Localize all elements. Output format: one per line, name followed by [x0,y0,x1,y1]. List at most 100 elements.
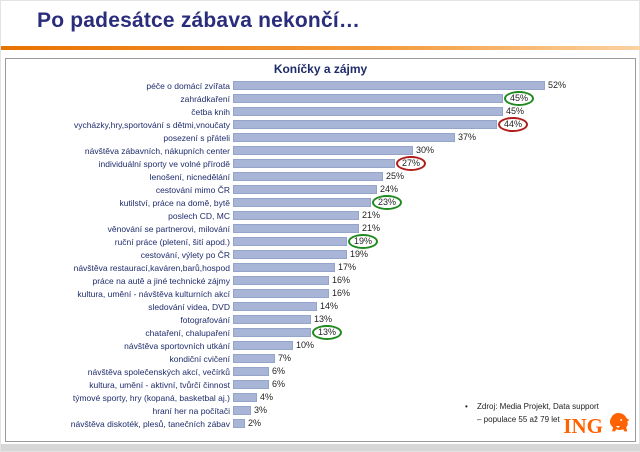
bar-track: 45% [233,105,563,118]
bar-track: 13% [233,313,563,326]
category-label: fotografování [180,314,230,325]
bar [233,380,269,389]
category-label: návštěva zábavních, nákupních center [84,145,230,156]
source-line-2: – populace 55 až 79 let [477,414,560,424]
ing-logo-text: ING [563,414,603,438]
bar [233,367,269,376]
value-label: 30% [416,145,435,155]
category-label: kondiční cvičení [169,353,230,364]
bar [233,302,317,311]
chart-row: vycházky,hry,sportování s dětmi,vnoučaty… [6,117,635,132]
value-label: 16% [332,288,351,298]
bar-track: 6% [233,378,563,391]
value-label: 6% [272,379,286,389]
category-label: četba knih [191,106,230,117]
bar-track: 17% [233,261,563,274]
chart-row: ruční práce (pletení, šití apod.) 19% [6,234,635,249]
chart-panel: Koníčky a zájmy péče o domácí zvířata 52%… [5,58,636,442]
bar [233,146,413,155]
bottom-strip [1,444,640,451]
category-label: věnování se partnerovi, milování [107,223,230,234]
bar-track: 13% [233,325,563,340]
bar [233,159,395,168]
bar [233,198,371,207]
chart-row: zahrádkaření 45% [6,91,635,106]
slide-title: Po padesátce zábava nekončí… [37,9,361,32]
bar-track: 30% [233,144,563,157]
category-label: kultura, umění - aktivní, tvůrčí činnost [89,379,230,390]
bar-track: 37% [233,131,563,144]
category-label: návštěva diskoték, plesů, tanečních zába… [70,418,230,429]
value-label: 6% [272,366,286,376]
bar [233,419,245,428]
category-label: cestování, výlety po ČR [140,249,230,260]
bar-track: 10% [233,339,563,352]
category-label: hraní her na počítači [152,405,231,416]
bullet-icon: • [465,402,468,411]
bar-track: 23% [233,195,563,210]
source-text: Zdroj: Media Projekt, Data support [477,402,599,411]
bar-track: 21% [233,222,563,235]
category-label: návštěva společenských akcí, večírků [87,366,230,377]
bar [233,406,251,415]
bar-track: 7% [233,352,563,365]
category-label: ruční práce (pletení, šití apod.) [114,236,230,247]
chart-row: kutilství, práce na domě, bytě 23% [6,195,635,210]
chart-row: péče o domácí zvířata 52% [6,79,635,92]
bar [233,120,497,129]
ing-logo: ING [563,412,631,441]
chart-row: hraní her na počítači 3% [6,404,635,417]
bar [233,354,275,363]
category-label: týmové sporty, hry (kopaná, basketbal aj… [72,392,230,403]
accent-divider [1,46,640,50]
category-label: individuální sporty ve volné přírodě [98,158,230,169]
bar-track: 52% [233,79,567,92]
chart-rows: péče o domácí zvířata 52% zahrádkaření 45% č… [6,79,635,430]
value-label-circled-green: 13% [312,325,343,340]
category-label: zahrádkaření [180,93,230,104]
bar-track: 45% [233,91,563,106]
bar [233,328,311,337]
value-label: 2% [248,418,262,428]
bar-track: 19% [233,234,563,249]
bar [233,107,503,116]
chart-row: práce na autě a jiné technické zájmy 16% [6,274,635,287]
value-label: 21% [362,210,381,220]
chart-row: věnování se partnerovi, milování 21% [6,222,635,235]
bar-track: 19% [233,248,563,261]
value-label: 3% [254,405,268,415]
bar [233,81,545,90]
category-label: sledování videa, DVD [148,301,230,312]
value-label: 10% [296,340,315,350]
category-label: vycházky,hry,sportování s dětmi,vnoučaty [73,119,230,130]
category-label: návštěva sportovních utkání [124,340,230,351]
chart-row: návštěva diskoték, plesů, tanečních zába… [6,417,635,430]
chart-row: kondiční cvičení 7% [6,352,635,365]
chart-row: návštěva restaurací,kaváren,barů,hospod 1… [6,261,635,274]
bar-track: 4% [233,391,563,404]
bar-track: 25% [233,170,563,183]
value-label: 37% [458,132,477,142]
category-label: péče o domácí zvířata [146,80,230,91]
bar-track: 16% [233,287,563,300]
bar [233,185,377,194]
value-label: 45% [506,106,525,116]
bar-track: 21% [233,209,563,222]
bar [233,211,359,220]
bar [233,263,335,272]
chart-title: Koníčky a zájmy [273,62,368,76]
chart-row: návštěva společenských akcí, večírků 6% [6,365,635,378]
bar-track: 3% [233,404,563,417]
bar-track: 2% [233,417,563,430]
bar-track: 27% [233,156,563,171]
value-label: 7% [278,353,292,363]
value-label: 21% [362,223,381,233]
value-label: 52% [548,80,567,90]
bar [233,276,329,285]
bar [233,172,383,181]
bar [233,393,257,402]
chart-row: návštěva sportovních utkání 10% [6,339,635,352]
category-label: cestování mimo ČR [155,184,230,195]
chart-row: poslech CD, MC 21% [6,209,635,222]
bar [233,250,347,259]
